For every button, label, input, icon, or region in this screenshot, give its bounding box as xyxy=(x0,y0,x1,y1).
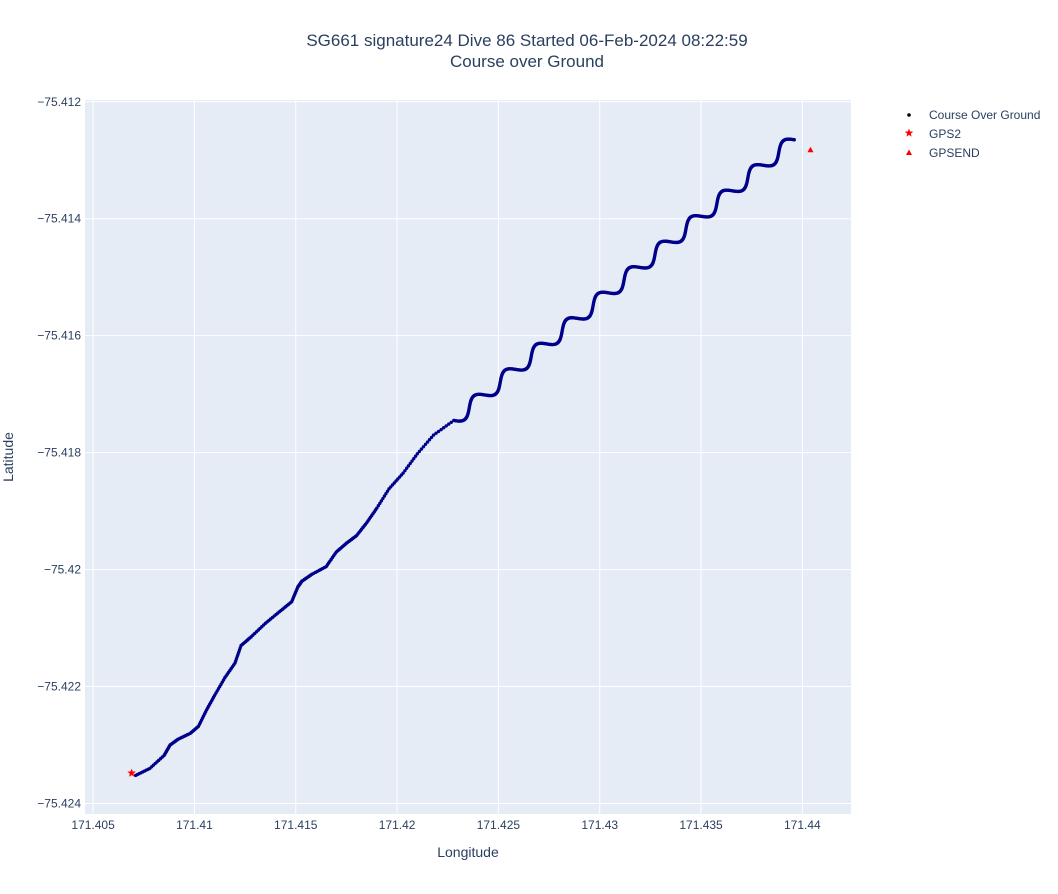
y-tick-label: −75.418 xyxy=(37,446,81,460)
y-tick-label: −75.416 xyxy=(37,329,81,343)
chart-title-line-2: Course over Ground xyxy=(450,52,604,71)
legend-label-course-over-ground: Course Over Ground xyxy=(929,108,1040,122)
legend: Course Over Ground GPS2 GPSEND xyxy=(904,108,1040,160)
gps2-star-point xyxy=(127,768,136,777)
x-tick-label: 171.42 xyxy=(379,818,416,832)
course-point xyxy=(436,429,441,434)
course-point xyxy=(375,506,379,510)
legend-triangle-icon xyxy=(906,149,912,155)
legend-label-gps2: GPS2 xyxy=(929,127,961,141)
x-tick-label: 171.405 xyxy=(71,818,115,832)
y-tick-label: −75.414 xyxy=(37,212,81,226)
course-point xyxy=(405,466,409,470)
course-point xyxy=(419,447,424,451)
plot-background xyxy=(85,100,851,814)
course-point xyxy=(449,420,453,424)
course-point xyxy=(382,494,387,498)
course-point xyxy=(403,468,407,473)
legend-item-gpsend[interactable]: GPSEND xyxy=(906,146,980,160)
y-tick-label: −75.412 xyxy=(37,95,81,109)
course-point xyxy=(410,459,414,463)
course-point xyxy=(423,442,428,447)
chart-title-line-1: SG661 signature24 Dive 86 Started 06-Feb… xyxy=(306,31,747,50)
series-layer xyxy=(127,137,814,778)
course-point xyxy=(412,456,416,461)
y-tick-label: −75.422 xyxy=(37,680,81,694)
course-point xyxy=(429,435,434,440)
course-point xyxy=(434,431,438,435)
course-point xyxy=(447,422,451,426)
course-point xyxy=(431,433,436,437)
legend-item-gps2[interactable]: GPS2 xyxy=(904,127,962,141)
course-point xyxy=(444,424,448,428)
legend-star-icon xyxy=(904,128,914,137)
course-point xyxy=(408,461,412,466)
tick-labels: 171.405 171.41 171.415 171.42 171.425 171.43 1… xyxy=(37,95,821,832)
grid-lines xyxy=(85,100,851,814)
legend-label-gpsend: GPSEND xyxy=(929,146,980,160)
course-point xyxy=(417,449,422,454)
legend-dot-icon xyxy=(907,113,911,117)
y-axis-label: Latitude xyxy=(0,432,16,482)
x-tick-label: 171.44 xyxy=(784,818,821,832)
course-point xyxy=(425,440,430,444)
x-tick-label: 171.425 xyxy=(477,818,521,832)
course-point xyxy=(427,438,432,442)
course-point xyxy=(421,445,426,449)
y-tick-label: −75.424 xyxy=(37,796,81,810)
course-point xyxy=(406,464,411,468)
course-point xyxy=(439,427,443,432)
course-point xyxy=(401,471,405,475)
course-point xyxy=(415,452,420,456)
x-tick-label: 171.41 xyxy=(176,818,213,832)
x-axis-label: Longitude xyxy=(437,844,499,860)
gpsend-triangle-point xyxy=(807,146,814,153)
x-tick-label: 171.435 xyxy=(679,818,723,832)
legend-item-course-over-ground[interactable]: Course Over Ground xyxy=(907,108,1040,122)
y-tick-label: −75.42 xyxy=(44,563,81,577)
course-point xyxy=(441,426,446,430)
course-point xyxy=(792,138,796,142)
course-point xyxy=(413,454,418,458)
x-tick-label: 171.415 xyxy=(274,818,318,832)
x-tick-label: 171.43 xyxy=(581,818,618,832)
